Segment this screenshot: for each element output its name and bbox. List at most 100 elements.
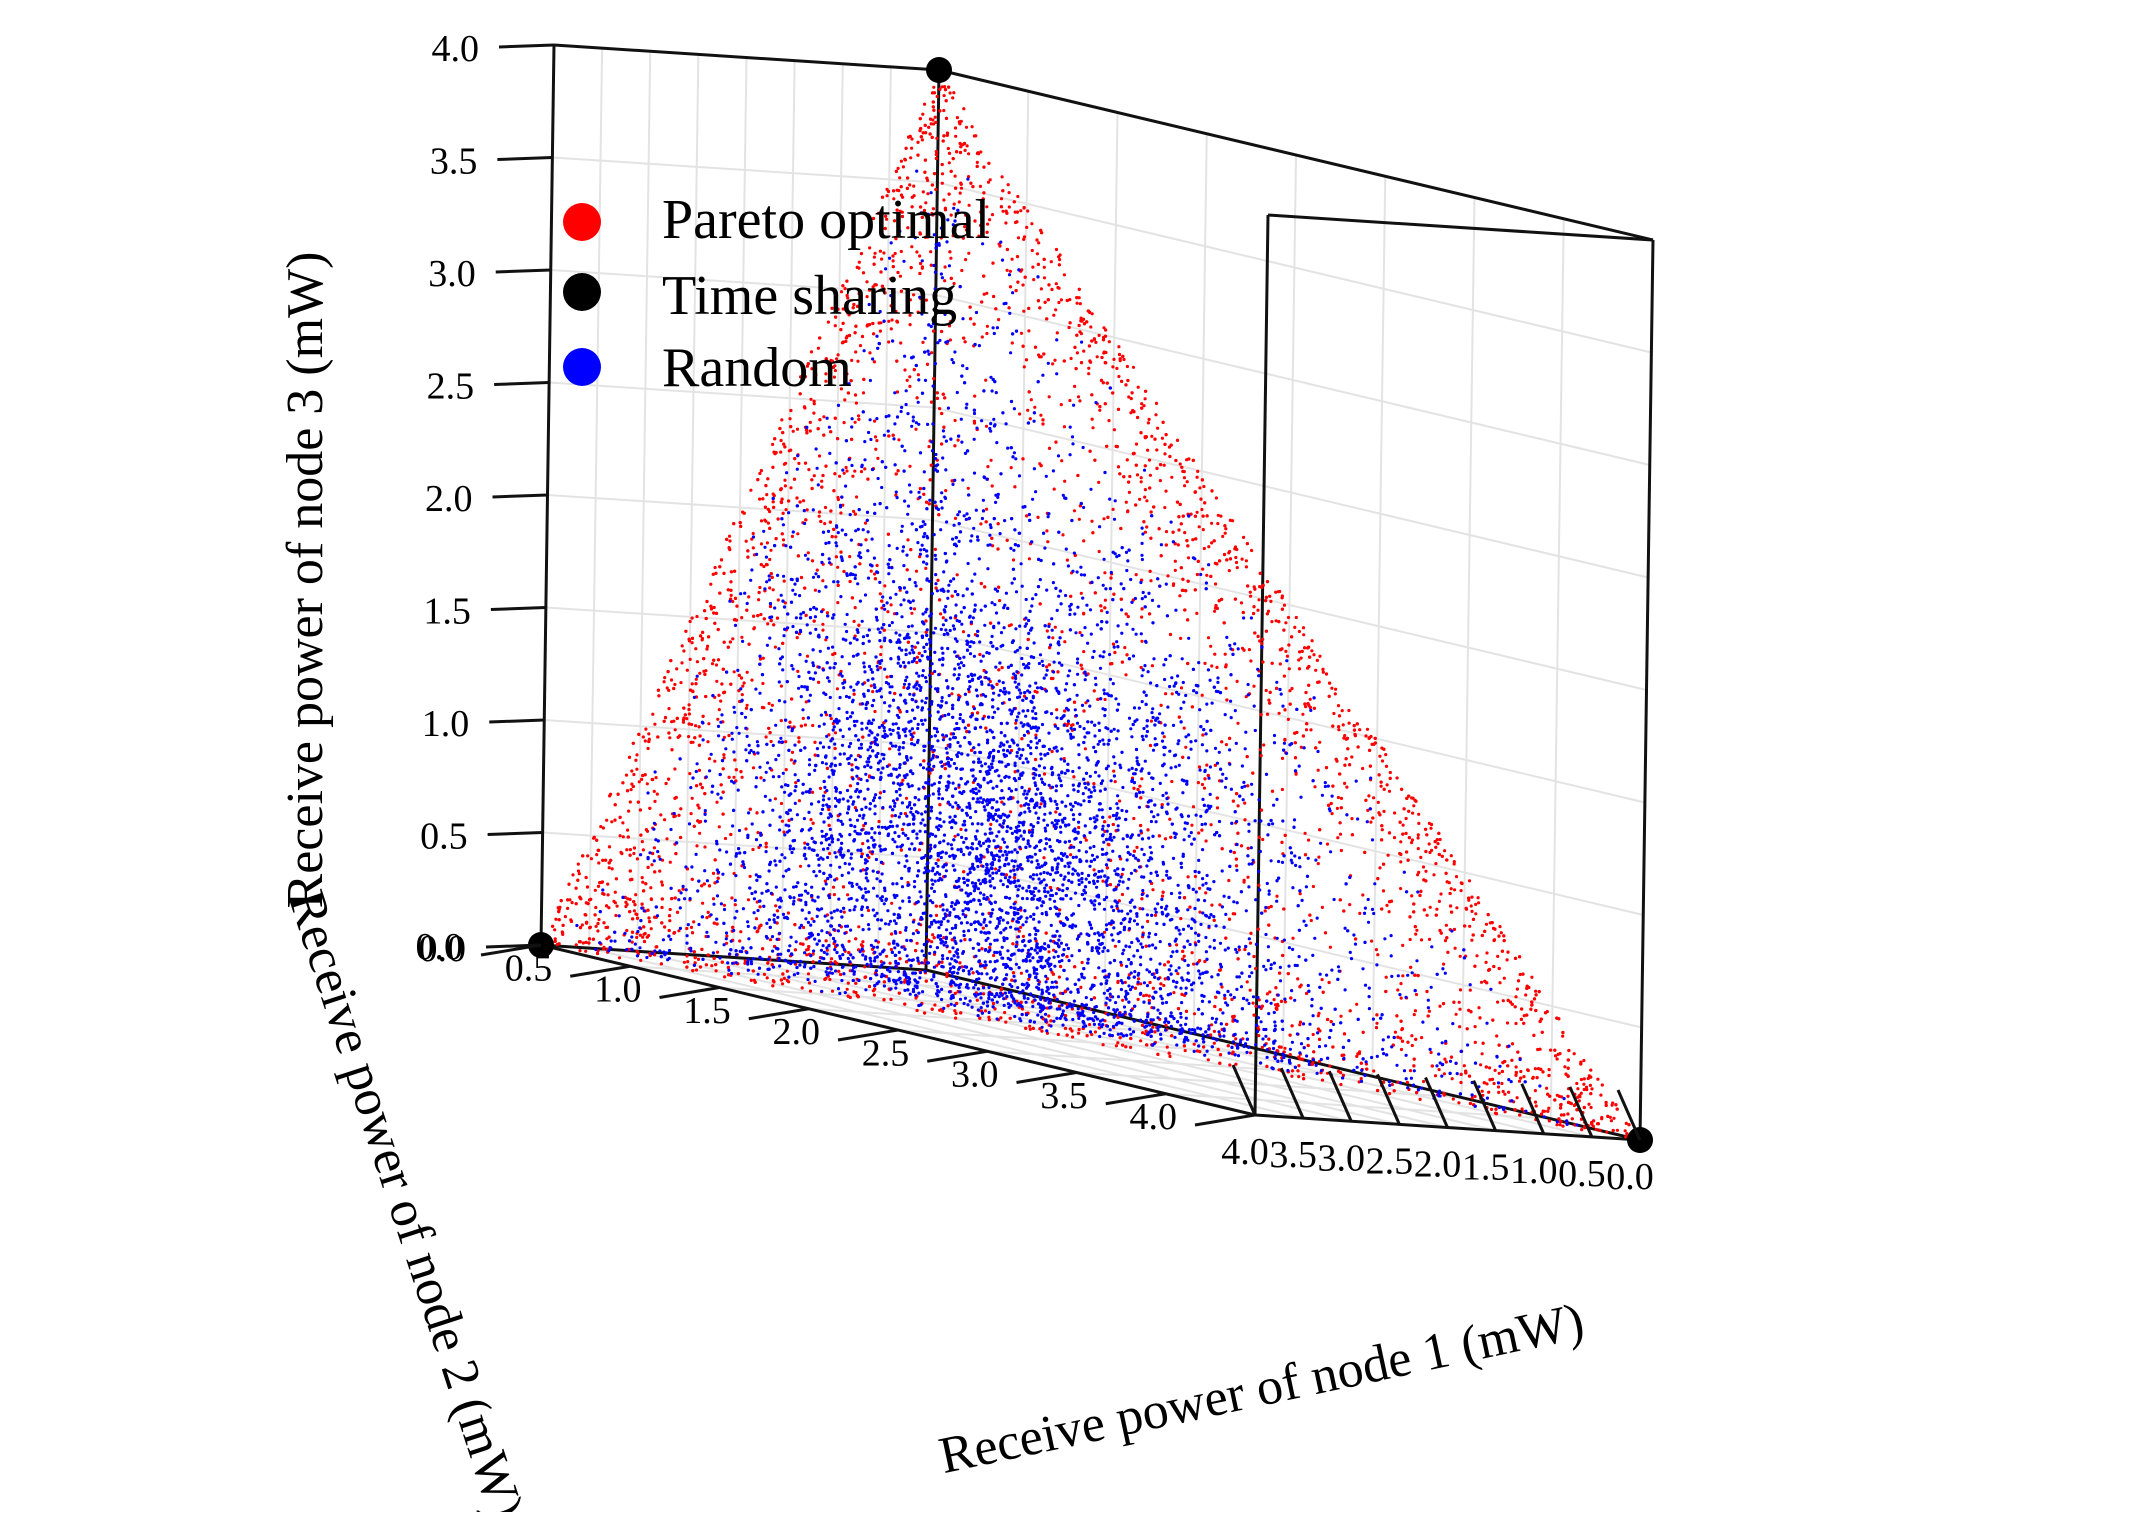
pareto-point	[607, 893, 610, 896]
pareto-point	[1205, 839, 1208, 842]
pareto-point	[922, 759, 925, 762]
pareto-point	[1496, 1001, 1499, 1004]
pareto-point	[745, 707, 748, 710]
pareto-point	[1220, 985, 1223, 988]
pareto-point	[1028, 390, 1031, 393]
pareto-point	[872, 332, 875, 335]
pareto-point	[746, 556, 749, 559]
pareto-point	[1261, 1005, 1264, 1008]
pareto-point	[954, 419, 957, 422]
pareto-point	[1120, 598, 1123, 601]
pareto-point	[766, 622, 769, 625]
grid-line	[1372, 176, 1385, 1076]
pareto-point	[1294, 756, 1297, 759]
pareto-point	[1280, 1000, 1283, 1003]
pareto-point	[902, 165, 905, 168]
pareto-point	[1051, 362, 1054, 365]
pareto-point	[913, 368, 916, 371]
pareto-point	[1058, 258, 1061, 261]
pareto-point	[1374, 737, 1377, 740]
pareto-point	[954, 175, 957, 178]
pareto-point	[641, 903, 644, 906]
pareto-point	[632, 852, 635, 855]
pareto-point	[1246, 784, 1249, 787]
pareto-point	[1445, 924, 1448, 927]
pareto-point	[882, 251, 885, 254]
pareto-point	[1436, 838, 1439, 841]
pareto-point	[932, 100, 935, 103]
pareto-point	[786, 970, 789, 973]
pareto-point	[1279, 662, 1282, 665]
pareto-point	[661, 897, 664, 900]
pareto-point	[691, 637, 694, 640]
pareto-point	[1474, 912, 1477, 915]
pareto-point	[1163, 464, 1166, 467]
pareto-point	[718, 708, 721, 711]
pareto-point	[647, 732, 650, 735]
pareto-point	[596, 929, 599, 932]
pareto-point	[722, 753, 725, 756]
pareto-point	[768, 586, 771, 589]
pareto-point	[735, 768, 738, 771]
pareto-point	[1446, 880, 1449, 883]
pareto-point	[937, 513, 940, 516]
pareto-point	[1187, 556, 1190, 559]
pareto-point	[636, 857, 639, 860]
pareto-point	[758, 591, 761, 594]
pareto-point	[857, 925, 860, 928]
pareto-point	[690, 926, 693, 929]
pareto-point	[707, 635, 710, 638]
pareto-point	[1183, 896, 1186, 899]
pareto-point	[1094, 976, 1097, 979]
pareto-point	[1091, 426, 1094, 429]
pareto-point	[966, 144, 969, 147]
pareto-point	[773, 437, 776, 440]
pareto-point	[765, 845, 768, 848]
pareto-point	[1328, 981, 1331, 984]
pareto-point	[948, 950, 951, 953]
pareto-point	[725, 935, 728, 938]
pareto-point	[783, 479, 786, 482]
pareto-point	[1088, 1023, 1091, 1026]
pareto-point	[645, 828, 648, 831]
pareto-point	[1328, 1064, 1331, 1067]
pareto-point	[1422, 865, 1425, 868]
pareto-point	[1098, 409, 1101, 412]
pareto-point	[1089, 325, 1092, 328]
pareto-point	[1434, 862, 1437, 865]
pareto-point	[1235, 864, 1238, 867]
pareto-point	[1181, 589, 1184, 592]
pareto-point	[1317, 769, 1320, 772]
pareto-point	[696, 660, 699, 663]
pareto-point	[1070, 724, 1073, 727]
pareto-point	[1201, 478, 1204, 481]
pareto-point	[989, 622, 992, 625]
pareto-point	[890, 603, 893, 606]
pareto-point	[1322, 991, 1325, 994]
pareto-point	[733, 618, 736, 621]
pareto-point	[1326, 843, 1329, 846]
pareto-point	[1005, 873, 1008, 876]
pareto-point	[590, 857, 593, 860]
pareto-point	[749, 875, 752, 878]
pareto-point	[1547, 1074, 1550, 1077]
pareto-point	[914, 646, 917, 649]
pareto-point	[888, 942, 891, 945]
pareto-point	[1060, 298, 1063, 301]
pareto-point	[984, 1009, 987, 1012]
pareto-point	[1237, 957, 1240, 960]
pareto-point	[663, 676, 666, 679]
pareto-point	[1287, 972, 1290, 975]
pareto-point	[1533, 997, 1536, 1000]
pareto-point	[1056, 286, 1059, 289]
pareto-point	[1139, 1039, 1142, 1042]
pareto-point	[712, 872, 715, 875]
pareto-point	[579, 940, 582, 943]
pareto-point	[813, 741, 816, 744]
pareto-point	[1479, 1063, 1482, 1066]
pareto-point	[850, 763, 853, 766]
pareto-point	[808, 981, 811, 984]
pareto-point	[1265, 689, 1268, 692]
pareto-point	[923, 103, 926, 106]
pareto-point	[698, 832, 701, 835]
